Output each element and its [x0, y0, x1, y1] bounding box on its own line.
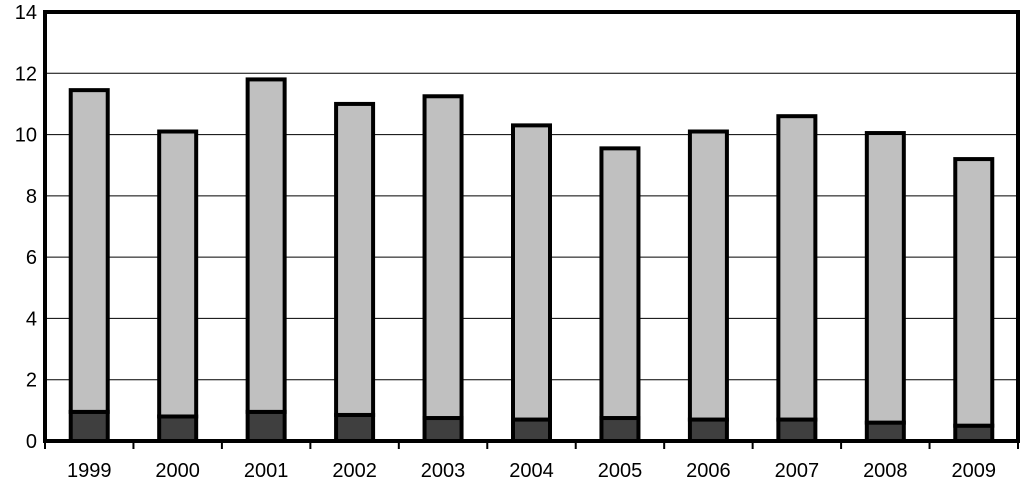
- bar-segment-bottom: [157, 414, 199, 444]
- bar-segment-top: [599, 146, 641, 421]
- bar-segment-bottom: [687, 417, 729, 443]
- x-tick-label: 2006: [686, 460, 731, 482]
- x-tick-label: 2003: [421, 460, 466, 482]
- x-tick-label: 2002: [332, 460, 377, 482]
- bar-segment-bottom: [68, 409, 110, 443]
- x-tick-label: 2009: [952, 460, 997, 482]
- y-tick-label: 8: [26, 186, 37, 208]
- x-tick-label: 2000: [155, 460, 200, 482]
- x-tick-label: 2007: [775, 460, 820, 482]
- x-tick-label: 1999: [67, 460, 112, 482]
- y-tick-label: 6: [26, 247, 37, 269]
- bar-segment-bottom: [599, 416, 641, 443]
- y-tick-label: 4: [26, 308, 37, 330]
- bar-segment-top: [953, 157, 995, 428]
- y-tick-label: 2: [26, 370, 37, 392]
- y-tick-label: 10: [15, 125, 37, 147]
- bar-segment-bottom: [511, 417, 552, 443]
- bar-segment-bottom: [776, 417, 818, 443]
- bar-segment-bottom: [864, 420, 906, 444]
- bar-segment-top: [864, 131, 906, 425]
- x-tick-label: 2008: [863, 460, 908, 482]
- bar-segment-top: [334, 101, 376, 417]
- y-tick-label: 12: [15, 63, 37, 85]
- bar-segment-bottom: [422, 416, 464, 443]
- bar-segment-bottom: [334, 412, 376, 444]
- bar-segment-top: [687, 129, 729, 422]
- x-tick-label: 2005: [598, 460, 643, 482]
- x-tick-label: 2001: [244, 460, 289, 482]
- plot-frame: [43, 10, 1020, 443]
- bar-segment-top: [157, 129, 199, 419]
- bar-segment-top: [245, 77, 287, 414]
- y-tick-label: 0: [26, 431, 37, 453]
- bar-segment-bottom: [245, 409, 287, 443]
- bar-segment-top: [68, 88, 110, 414]
- y-tick-label: 14: [15, 2, 37, 24]
- bar-segment-bottom: [953, 423, 995, 443]
- bar-segment-top: [422, 94, 464, 421]
- bar-segment-top: [511, 123, 552, 422]
- x-tick-label: 2004: [509, 460, 554, 482]
- bar-segment-top: [776, 114, 818, 422]
